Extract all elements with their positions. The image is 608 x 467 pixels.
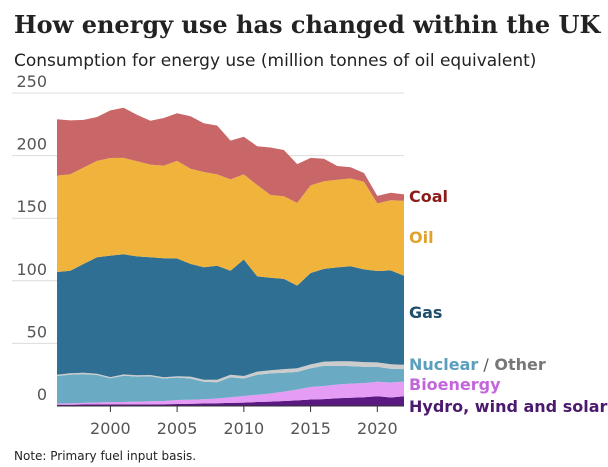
y-tick-label: 150 (16, 197, 47, 216)
x-tick-label: 2000 (90, 419, 131, 438)
area-bioenergy (57, 381, 404, 405)
axes: 0 50 100 150 200 250 2000 2005 2010 2015 2020 (16, 72, 404, 438)
y-tick-label: 200 (16, 135, 47, 154)
x-tick-label: 2020 (357, 419, 398, 438)
y-tick-label: 250 (16, 72, 47, 91)
chart-subtitle: Consumption for energy use (million tonn… (14, 51, 537, 71)
area-oil (57, 157, 404, 286)
label-bioenergy: Bioenergy (409, 375, 501, 394)
label-nuclear-other: Nuclear / Other (409, 355, 546, 374)
stacked-areas (57, 107, 404, 406)
label-oil: Oil (409, 228, 434, 247)
area-other (57, 361, 404, 383)
label-other: Other (489, 355, 546, 374)
area-gas (57, 254, 404, 380)
label-gas: Gas (409, 303, 442, 322)
y-tick-label: 0 (37, 385, 47, 404)
label-hydro-wind-solar: Hydro, wind and solar (409, 397, 607, 416)
area-coal (57, 107, 404, 204)
x-tick-label: 2015 (290, 419, 331, 438)
label-coal: Coal (409, 187, 448, 206)
x-tick-label: 2005 (157, 419, 198, 438)
footnote: Note: Primary fuel input basis. (14, 449, 197, 463)
y-tick-label: 50 (27, 322, 47, 341)
label-nuclear: Nuclear (409, 355, 478, 374)
area-hydro-wind-and-solar (57, 396, 404, 406)
label-separator: / (478, 355, 489, 374)
y-tick-label: 100 (16, 260, 47, 279)
area-nuclear (57, 365, 404, 404)
x-tick-label: 2010 (223, 419, 264, 438)
chart-title: How energy use has changed within the UK (14, 10, 601, 39)
